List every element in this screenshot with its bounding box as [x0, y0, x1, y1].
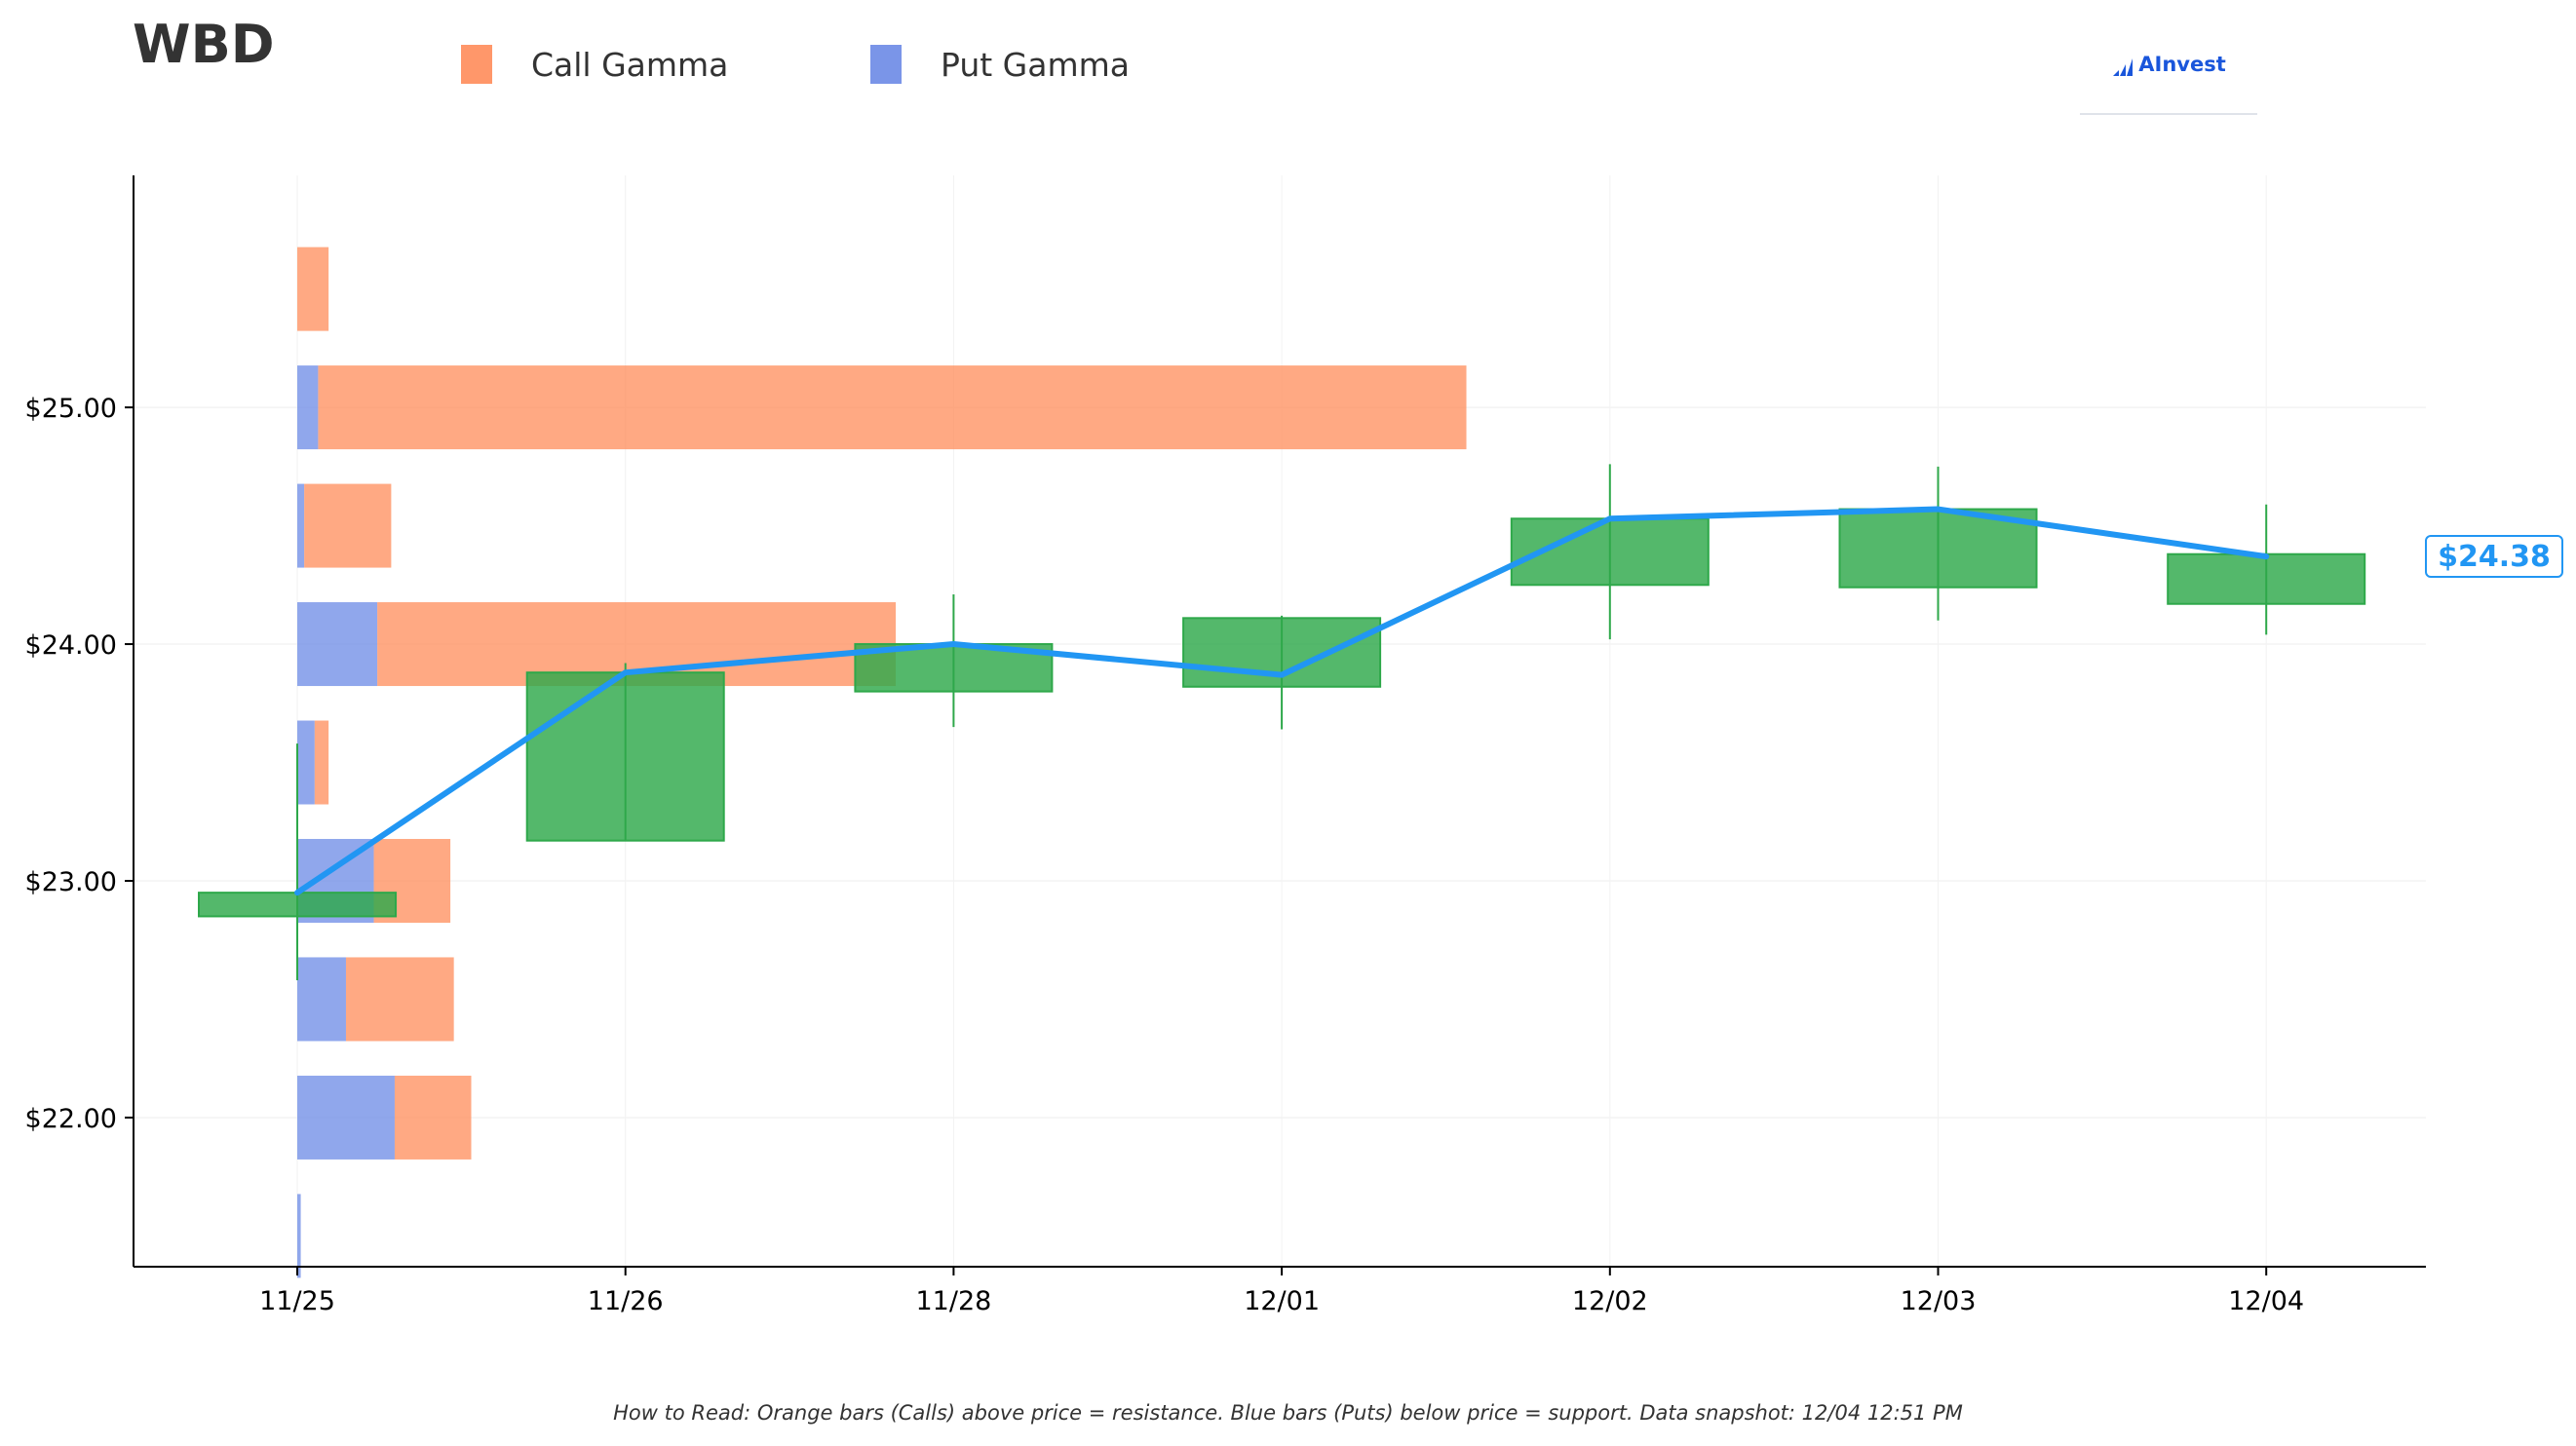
x-tick-label: 12/01 — [1244, 1286, 1320, 1316]
call-gamma-bar — [345, 957, 454, 1042]
call-gamma-bar — [394, 1075, 472, 1160]
x-tick-label: 11/25 — [259, 1286, 335, 1316]
price-line-layer — [294, 506, 2270, 896]
candle-body — [1838, 508, 2038, 589]
x-tick-label: 12/04 — [2228, 1286, 2304, 1316]
logo-text: AInvest — [2138, 53, 2226, 76]
bar-chart-icon — [2113, 58, 2134, 76]
put-gamma-bar — [297, 483, 305, 568]
ainvest-logo: AInvest — [2080, 49, 2257, 115]
call-gamma-swatch-icon — [461, 45, 492, 84]
x-tick-label: 11/28 — [915, 1286, 991, 1316]
put-gamma-swatch-icon — [870, 45, 902, 84]
price-line — [294, 506, 2270, 896]
x-tick-label: 11/26 — [588, 1286, 664, 1316]
call-gamma-bar — [304, 483, 392, 568]
candle-body — [198, 892, 397, 918]
x-tick-label: 12/03 — [1901, 1286, 1977, 1316]
put-gamma-bar — [297, 720, 315, 805]
put-gamma-bar — [297, 365, 319, 450]
grid-layer — [134, 175, 2426, 1267]
put-gamma-bar — [297, 1194, 301, 1278]
y-tick-label: $23.00 — [25, 867, 117, 897]
legend-label-put-gamma: Put Gamma — [941, 45, 1130, 84]
footnote: How to Read: Orange bars (Calls) above p… — [613, 1401, 1963, 1425]
legend-item-call-gamma[interactable]: Call Gamma — [461, 37, 728, 92]
gamma-candlestick-chart: $22.00 $23.00 $24.00 $25.00 11/25 11/26 11/28 1… — [25, 175, 2426, 1316]
legend-label-call-gamma: Call Gamma — [531, 45, 729, 84]
call-gamma-bar — [297, 247, 329, 331]
call-gamma-bar — [314, 720, 329, 805]
call-gamma-bar — [318, 365, 1467, 450]
current-price-badge: $24.38 — [2425, 535, 2563, 579]
put-gamma-bar — [297, 602, 378, 687]
y-tick-label: $25.00 — [25, 394, 117, 424]
gamma-bars-layer — [297, 247, 1467, 1278]
x-tick-label: 12/02 — [1572, 1286, 1648, 1316]
legend-item-put-gamma[interactable]: Put Gamma — [870, 37, 1130, 92]
y-tick-label: $22.00 — [25, 1104, 117, 1134]
put-gamma-bar — [297, 1075, 395, 1160]
chart-title: WBD — [133, 14, 275, 75]
axes-layer: $22.00 $23.00 $24.00 $25.00 11/25 11/26 11/28 1… — [25, 175, 2426, 1316]
candle-body — [525, 671, 725, 842]
put-gamma-bar — [297, 957, 346, 1042]
candle-body — [2167, 552, 2366, 605]
y-tick-label: $24.00 — [25, 630, 117, 661]
